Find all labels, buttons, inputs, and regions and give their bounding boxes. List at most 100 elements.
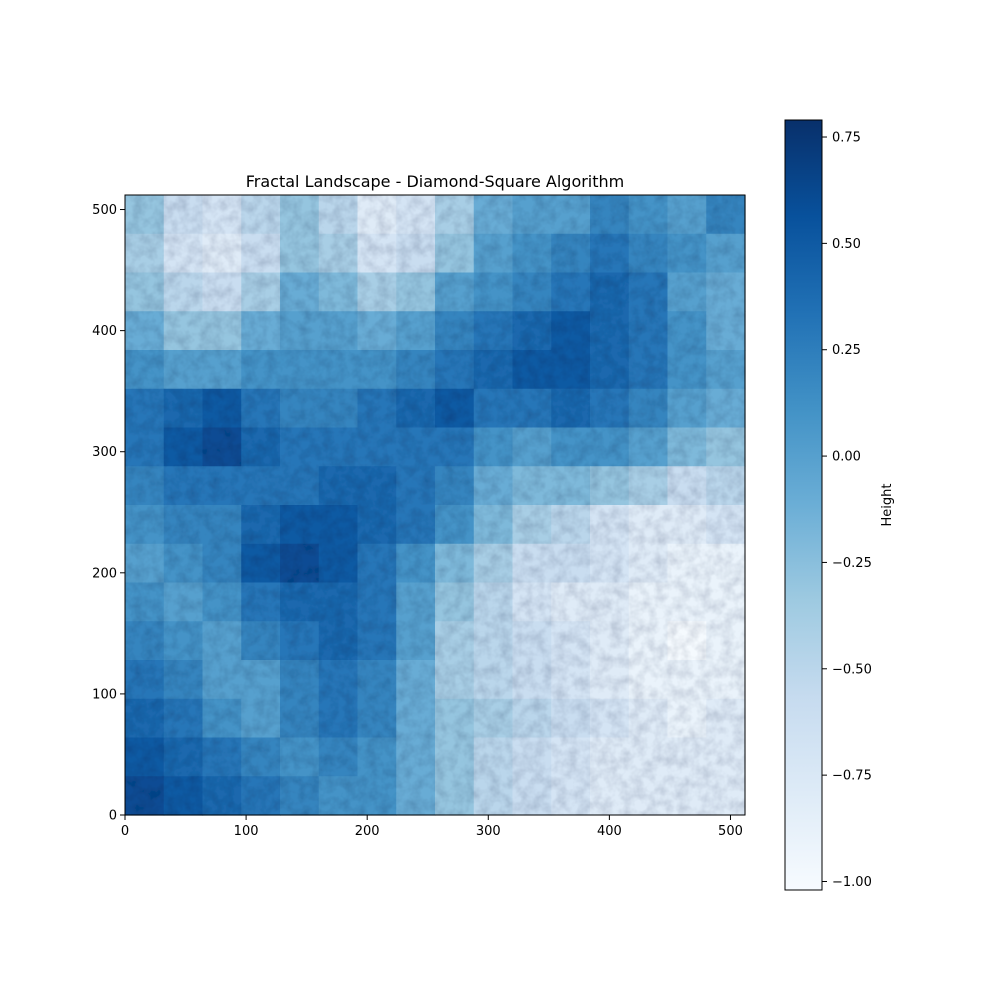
heatmap-cell	[667, 466, 707, 506]
heatmap-cell	[512, 427, 552, 467]
heatmap-cell	[512, 698, 552, 739]
heatmap-cell	[318, 388, 359, 429]
heatmap-cell	[163, 582, 204, 622]
heatmap-cell	[241, 582, 281, 622]
colorbar-tick-label: −0.75	[832, 769, 872, 784]
heatmap-cell	[280, 776, 320, 816]
heatmap-cell	[241, 311, 281, 351]
heatmap-cell	[628, 621, 669, 661]
heatmap-cell	[202, 388, 242, 429]
heatmap-cell	[512, 737, 552, 777]
heatmap-cell	[163, 195, 204, 235]
heatmap-cell	[163, 505, 204, 545]
heatmap-cell	[667, 388, 707, 429]
y-axis: 0 100 200 300 400 500	[92, 203, 125, 824]
heatmap-cell	[435, 311, 475, 351]
heatmap-cell	[202, 505, 242, 545]
colorbar: 0.75 0.50 0.25 0.00 −0.25 −0.50 −0.75 −1.00 Hei…	[784, 119, 895, 891]
heatmap-cell	[357, 272, 397, 312]
heatmap-cell	[318, 233, 359, 274]
heatmap-cell	[551, 505, 591, 545]
heatmap-cell	[590, 776, 630, 816]
heatmap-cell	[435, 466, 475, 506]
heatmap-cell	[318, 582, 359, 622]
heatmap-cell	[163, 311, 204, 351]
heatmap-cell	[551, 233, 591, 274]
heatmap-cell	[512, 195, 552, 235]
heatmap-cell	[590, 698, 630, 739]
heatmap-cell	[357, 350, 397, 390]
heatmap-cell	[473, 737, 514, 777]
heatmap-cell	[590, 350, 630, 390]
heatmap-cell	[667, 621, 707, 661]
heatmap-cell	[163, 388, 204, 429]
heatmap-cell	[163, 698, 204, 739]
heatmap-cell	[551, 466, 591, 506]
y-tick-label: 400	[92, 324, 117, 339]
x-tick-label: 0	[121, 824, 129, 839]
heatmap-cell	[241, 427, 281, 467]
heatmap-cell	[125, 505, 165, 545]
heatmap-cell	[241, 350, 281, 390]
heatmap-cell	[280, 195, 320, 235]
heatmap-cell	[318, 466, 359, 506]
heatmap-cell	[667, 737, 707, 777]
heatmap-cell	[163, 776, 204, 816]
heatmap-cell	[280, 505, 320, 545]
heatmap-cell	[125, 660, 165, 700]
heatmap-cell	[125, 582, 165, 622]
heatmap-cell	[628, 466, 669, 506]
heatmap-cell	[357, 427, 397, 467]
heatmap-cell	[357, 543, 397, 584]
heatmap-cell	[280, 737, 320, 777]
heatmap-cell	[125, 311, 165, 351]
heatmap-cell	[473, 466, 514, 506]
heatmap-cell	[667, 660, 707, 700]
heatmap-cell	[202, 350, 242, 390]
heatmap-cell	[396, 660, 436, 700]
heatmap-cell	[473, 660, 514, 700]
y-tick-label: 500	[92, 203, 117, 218]
heatmap-cell	[628, 543, 669, 584]
heatmap-cell	[202, 311, 242, 351]
heatmap-cell	[357, 505, 397, 545]
heatmap-cell	[357, 311, 397, 351]
heatmap-cell	[318, 660, 359, 700]
colorbar-tick-label: −0.25	[832, 556, 872, 571]
heatmap-cell	[473, 350, 514, 390]
heatmap-cell	[125, 388, 165, 429]
heatmap-cell	[473, 195, 514, 235]
heatmap-cell	[357, 621, 397, 661]
heatmap-cell	[512, 776, 552, 816]
heatmap-cell	[202, 195, 242, 235]
heatmap-cell	[706, 698, 746, 739]
heatmap-cell	[318, 195, 359, 235]
heatmap-cell	[512, 272, 552, 312]
heatmap-cell	[396, 233, 436, 274]
heatmap-cell	[512, 543, 552, 584]
heatmap-cell	[667, 195, 707, 235]
heatmap-cell	[202, 466, 242, 506]
heatmap-cell	[551, 427, 591, 467]
x-tick-label: 300	[476, 824, 501, 839]
heatmap-cell	[396, 582, 436, 622]
heatmap-cell	[163, 233, 204, 274]
heatmap-cell	[706, 311, 746, 351]
heatmap-cell	[551, 350, 591, 390]
heatmap-cell	[396, 272, 436, 312]
heatmap-cell	[163, 660, 204, 700]
heatmap-cell	[280, 582, 320, 622]
heatmap-cell	[628, 311, 669, 351]
colorbar-gradient	[784, 119, 823, 891]
heatmap-cell	[706, 776, 746, 816]
x-tick-label: 100	[234, 824, 259, 839]
heatmap-cell	[706, 582, 746, 622]
heatmap-cell	[473, 621, 514, 661]
heatmap-cell	[280, 233, 320, 274]
y-tick-label: 0	[109, 809, 117, 824]
heatmap-cell	[163, 272, 204, 312]
heatmap-cell	[435, 737, 475, 777]
heatmap-cell	[667, 311, 707, 351]
heatmap-cell	[241, 195, 281, 235]
heatmap-cells	[125, 195, 746, 816]
